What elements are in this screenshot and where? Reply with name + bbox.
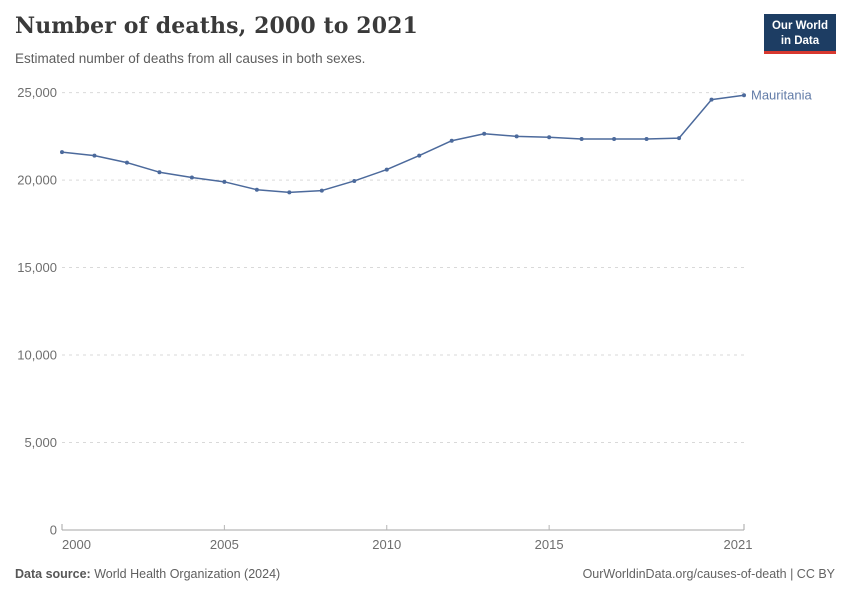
data-source: Data source: World Health Organization (… — [15, 567, 280, 581]
data-point[interactable] — [547, 135, 552, 140]
data-source-value: World Health Organization (2024) — [90, 567, 281, 581]
y-tick-label: 0 — [50, 523, 57, 538]
data-point[interactable] — [449, 138, 454, 143]
data-point[interactable] — [254, 187, 259, 192]
chart-footer: Data source: World Health Organization (… — [0, 567, 850, 581]
data-source-label: Data source: — [15, 567, 91, 581]
data-point[interactable] — [417, 153, 422, 158]
y-tick-label: 15,000 — [17, 260, 57, 275]
data-point[interactable] — [644, 136, 649, 141]
data-point[interactable] — [319, 188, 324, 193]
data-point[interactable] — [677, 136, 682, 141]
series-line[interactable] — [61, 94, 745, 194]
data-point[interactable] — [92, 153, 97, 158]
page-title: Number of deaths, 2000 to 2021 — [15, 13, 418, 39]
x-tick-label: 2021 — [724, 537, 753, 552]
chart-subtitle: Estimated number of deaths from all caus… — [15, 51, 366, 66]
owid-logo-line2: in Data — [780, 34, 820, 47]
y-tick-label: 20,000 — [17, 173, 57, 188]
data-point[interactable] — [742, 93, 746, 98]
data-point[interactable] — [514, 134, 519, 139]
data-point[interactable] — [60, 150, 64, 155]
data-point[interactable] — [709, 97, 714, 102]
y-tick-label: 10,000 — [17, 348, 57, 363]
data-point[interactable] — [482, 131, 487, 136]
data-point[interactable] — [157, 170, 162, 175]
data-point[interactable] — [352, 178, 357, 183]
x-tick-label: 2015 — [535, 537, 564, 552]
data-point[interactable] — [189, 175, 194, 180]
data-point[interactable] — [287, 190, 292, 195]
x-tick-label: 2000 — [62, 537, 91, 552]
y-tick-label: 5,000 — [24, 435, 57, 450]
series-label[interactable]: Mauritania — [751, 88, 812, 103]
owid-logo[interactable]: Our World in Data — [763, 14, 836, 55]
owid-citation-link[interactable]: OurWorldinData.org/causes-of-death | CC … — [582, 567, 835, 581]
data-point[interactable] — [612, 136, 617, 141]
x-tick-label: 2010 — [372, 537, 401, 552]
data-point[interactable] — [222, 179, 227, 184]
owid-logo-line1: Our World — [771, 20, 828, 32]
data-point[interactable] — [384, 167, 389, 172]
x-tick-label: 2005 — [210, 537, 239, 552]
y-tick-label: 25,000 — [17, 85, 57, 100]
data-point[interactable] — [124, 160, 129, 165]
data-point[interactable] — [579, 136, 584, 141]
